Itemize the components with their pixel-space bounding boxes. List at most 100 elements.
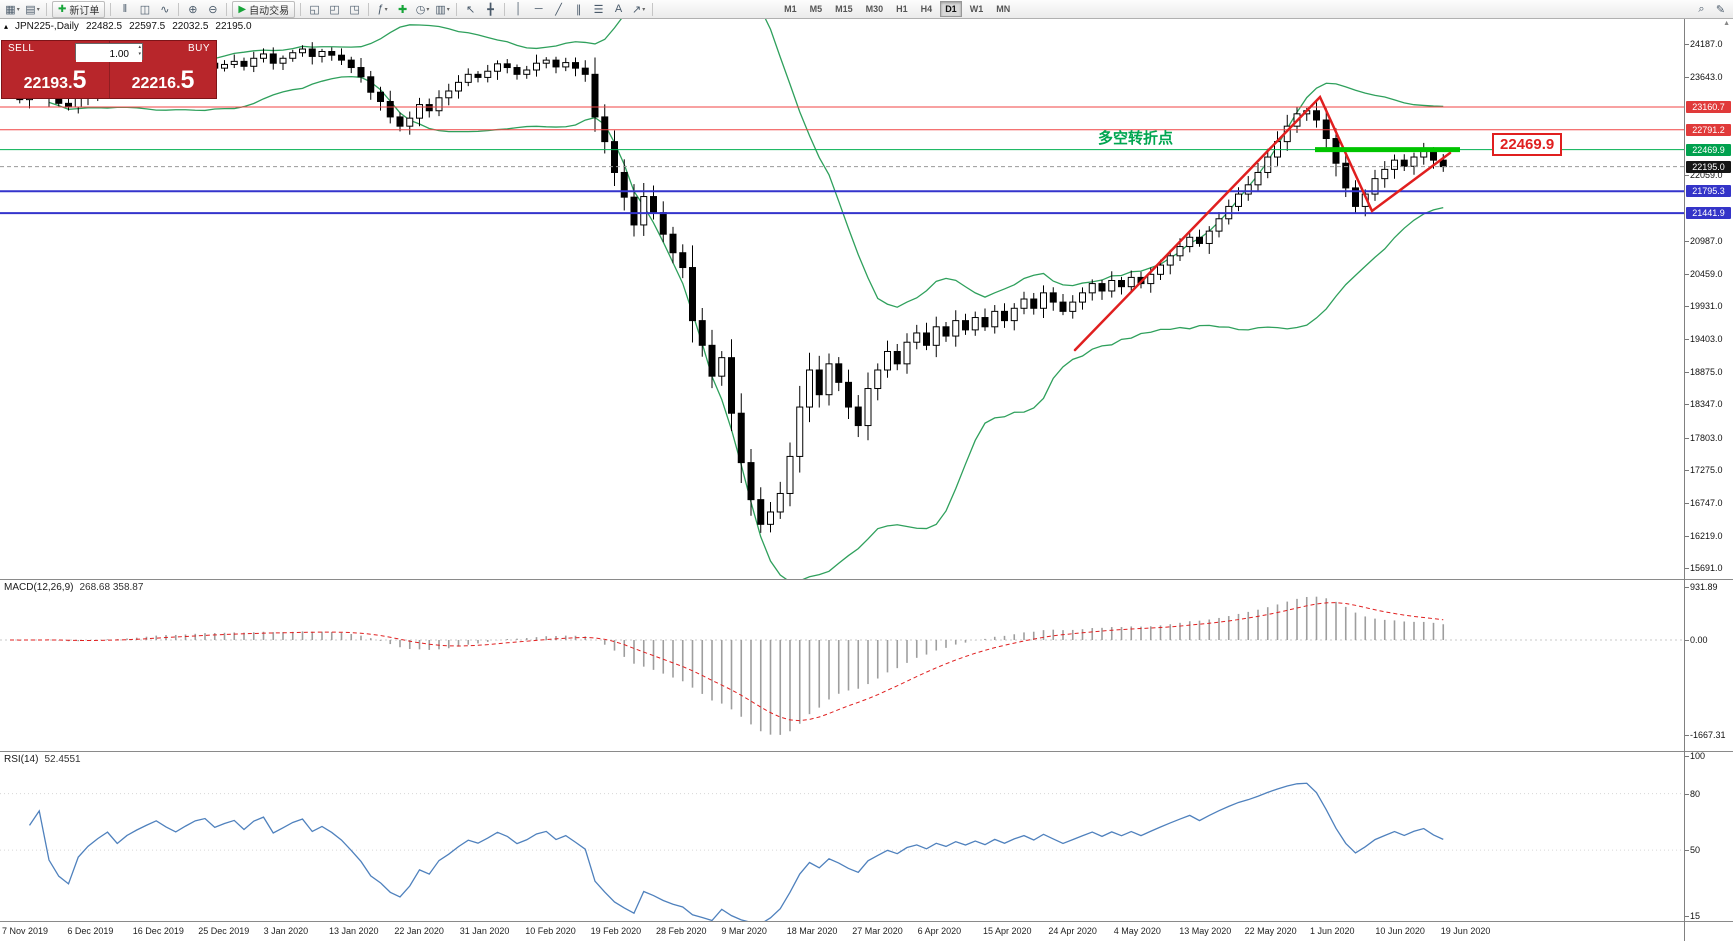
macd-histogram <box>18 596 1445 735</box>
low-value: 22032.5 <box>172 21 209 32</box>
price-tick-label: 19931.0 <box>1690 301 1723 312</box>
order-icon: ✚ <box>58 3 67 15</box>
date-label: 9 Mar 2020 <box>721 926 767 936</box>
open-value: 22482.5 <box>85 21 123 32</box>
bar-chart-icon[interactable]: ‖ <box>122 3 128 15</box>
price-tick-label: 17803.0 <box>1690 432 1723 443</box>
toolbar-separator <box>504 2 506 16</box>
profiles-icon[interactable]: ▤ ▾ <box>25 3 40 16</box>
macd-chart[interactable] <box>0 580 1684 752</box>
price-axis[interactable]: ▲ 24187.0 23643.0 22059.0 20987.0 20459.0 199… <box>1684 18 1733 941</box>
timeframe-button-h1[interactable]: H1 <box>896 4 908 14</box>
time-axis[interactable]: 7 Nov 2019 6 Dec 2019 16 Dec 2019 25 Dec 20… <box>0 921 1684 942</box>
trade-panel-toggle-icon[interactable]: ▴ <box>4 22 9 31</box>
new-chart-icon[interactable]: ▦ ▾ <box>5 3 20 16</box>
timeframe-button-mn[interactable]: MN <box>996 4 1011 14</box>
tile-windows-icon[interactable]: ◱ <box>309 3 320 16</box>
timeframe-button-w1[interactable]: W1 <box>969 4 984 14</box>
date-label: 15 Apr 2020 <box>983 926 1032 936</box>
timeframe-button-d1[interactable]: D1 <box>940 1 962 17</box>
price-tick-label: 20459.0 <box>1690 268 1723 279</box>
price-badge: 22195.0 <box>1686 160 1731 173</box>
auto-trading-button[interactable]: ▶ 自动交易 <box>232 0 296 18</box>
indicator-axis-label: 0.00 <box>1690 635 1708 645</box>
symbol-timeframe-label: JPN225-,Daily <box>15 21 79 32</box>
add-indicator-icon[interactable]: ✚ <box>397 3 408 16</box>
templates-icon[interactable]: ▥ ▾ <box>435 3 450 16</box>
price-tick-label: 18347.0 <box>1690 399 1723 410</box>
date-label: 18 Mar 2020 <box>786 926 838 936</box>
search-icon[interactable]: ⌕ <box>1698 2 1705 15</box>
buy-button[interactable]: BUY 22216.5 <box>109 41 216 98</box>
price-chart[interactable] <box>0 18 1684 579</box>
price-badge: 22791.2 <box>1686 123 1731 136</box>
lot-size-input[interactable] <box>76 47 142 62</box>
date-label: 10 Feb 2020 <box>525 926 576 936</box>
chart-symbol-info: ▴ JPN225-,Daily 22482.5 22597.5 22032.5 … <box>4 21 252 32</box>
macd-indicator-label: MACD(12,26,9) 268.68 358.87 <box>4 582 144 593</box>
date-label: 24 Apr 2020 <box>1048 926 1097 936</box>
fibonacci-icon[interactable]: ☰ <box>593 3 604 16</box>
macd-panel[interactable]: MACD(12,26,9) 268.68 358.87 <box>0 579 1684 752</box>
zoom-in-icon[interactable]: ⊕ <box>188 3 198 16</box>
date-label: 25 Dec 2019 <box>198 926 250 936</box>
cascade-windows-icon[interactable]: ◰ <box>329 3 340 16</box>
periods-icon[interactable]: ◷ ▾ <box>415 3 430 16</box>
timeframe-button-m1[interactable]: M1 <box>784 4 797 14</box>
panel-divider <box>1685 921 1733 922</box>
lot-size-field[interactable]: ▴▾ <box>75 43 143 62</box>
date-label: 7 Nov 2019 <box>2 926 49 936</box>
bollinger-lower-band <box>48 75 1444 579</box>
rsi-line <box>28 782 1444 922</box>
line-chart-icon[interactable]: ∿ <box>160 3 170 16</box>
trendline-icon[interactable]: ╱ <box>555 3 562 16</box>
vertical-line-icon[interactable]: │ <box>515 3 523 15</box>
indicators-icon[interactable]: ƒ ▾ <box>377 3 388 15</box>
text-icon[interactable]: A <box>614 3 623 15</box>
scroll-up-icon[interactable]: ▲ <box>1723 20 1730 27</box>
timeframe-button-m15[interactable]: M15 <box>835 4 853 14</box>
date-label: 13 Jan 2020 <box>329 926 379 936</box>
indicator-axis-label: 100 <box>1690 751 1706 761</box>
date-label: 6 Dec 2019 <box>67 926 114 936</box>
lot-spinner-icon[interactable]: ▴ ▾ <box>138 44 141 57</box>
price-tick-label: 23643.0 <box>1690 72 1723 83</box>
channel-icon[interactable]: ∥ <box>575 3 582 16</box>
date-label: 4 May 2020 <box>1113 926 1161 936</box>
zoom-out-icon[interactable]: ⊖ <box>208 3 218 16</box>
buy-label: BUY <box>187 43 210 54</box>
rsi-chart[interactable] <box>0 752 1684 922</box>
timeframe-button-m5[interactable]: M5 <box>809 4 823 14</box>
cursor-icon[interactable]: ↖ <box>465 3 476 16</box>
edit-icon[interactable]: ✎ <box>1715 3 1726 16</box>
chevron-down-icon: ▾ <box>642 6 646 13</box>
candlestick-icon[interactable]: ◫ <box>139 3 151 16</box>
rsi-panel[interactable]: RSI(14) 52.4551 <box>0 751 1684 922</box>
turning-point-annotation: 多空转折点 <box>1098 130 1174 147</box>
timeframe-button-m30[interactable]: M30 <box>865 4 884 14</box>
price-badge: 21441.9 <box>1686 207 1731 220</box>
toolbar-separator <box>178 2 180 16</box>
horizontal-line-icon[interactable]: ─ <box>534 3 543 15</box>
date-label: 28 Feb 2020 <box>656 926 707 936</box>
crosshair-icon[interactable]: ╋ <box>487 3 494 16</box>
buy-price: 22216.5 <box>131 66 195 94</box>
rsi-indicator-label: RSI(14) 52.4551 <box>4 754 81 765</box>
date-label: 22 May 2020 <box>1244 926 1297 936</box>
chevron-down-icon: ▾ <box>426 6 430 13</box>
date-label: 19 Feb 2020 <box>590 926 642 936</box>
price-tick-label: 16747.0 <box>1690 497 1723 508</box>
sell-button[interactable]: SELL 22193.5 <box>2 41 108 98</box>
price-tick-label: 15691.0 <box>1690 563 1723 574</box>
candles <box>6 42 1447 533</box>
new-order-button[interactable]: ✚ 新订单 <box>52 0 106 18</box>
arrows-icon[interactable]: ↗ ▾ <box>631 3 646 16</box>
panel-divider <box>1685 751 1733 752</box>
arrange-windows-icon[interactable]: ◳ <box>349 3 360 16</box>
price-tick-label: 17275.0 <box>1690 465 1723 476</box>
timeframe-button-h4[interactable]: H4 <box>920 4 933 14</box>
date-label: 27 Mar 2020 <box>852 926 903 936</box>
toolbar: ▦ ▾ ▤ ▾ ✚ 新订单 ‖ ◫ ∿ ⊕ ⊖ ▶ 自动交易 ◱ ◰ ◳ ƒ ▾ ✚ ◷ ▾ ▥ ▾ ↖ ╋ │ ─ ╱ ∥ ☰ A ↗ ▾ M1… <box>0 0 1733 19</box>
indicator-axis-label: 50 <box>1690 845 1701 855</box>
price-chart-panel[interactable]: ▴ JPN225-,Daily 22482.5 22597.5 22032.5 … <box>0 18 1684 579</box>
